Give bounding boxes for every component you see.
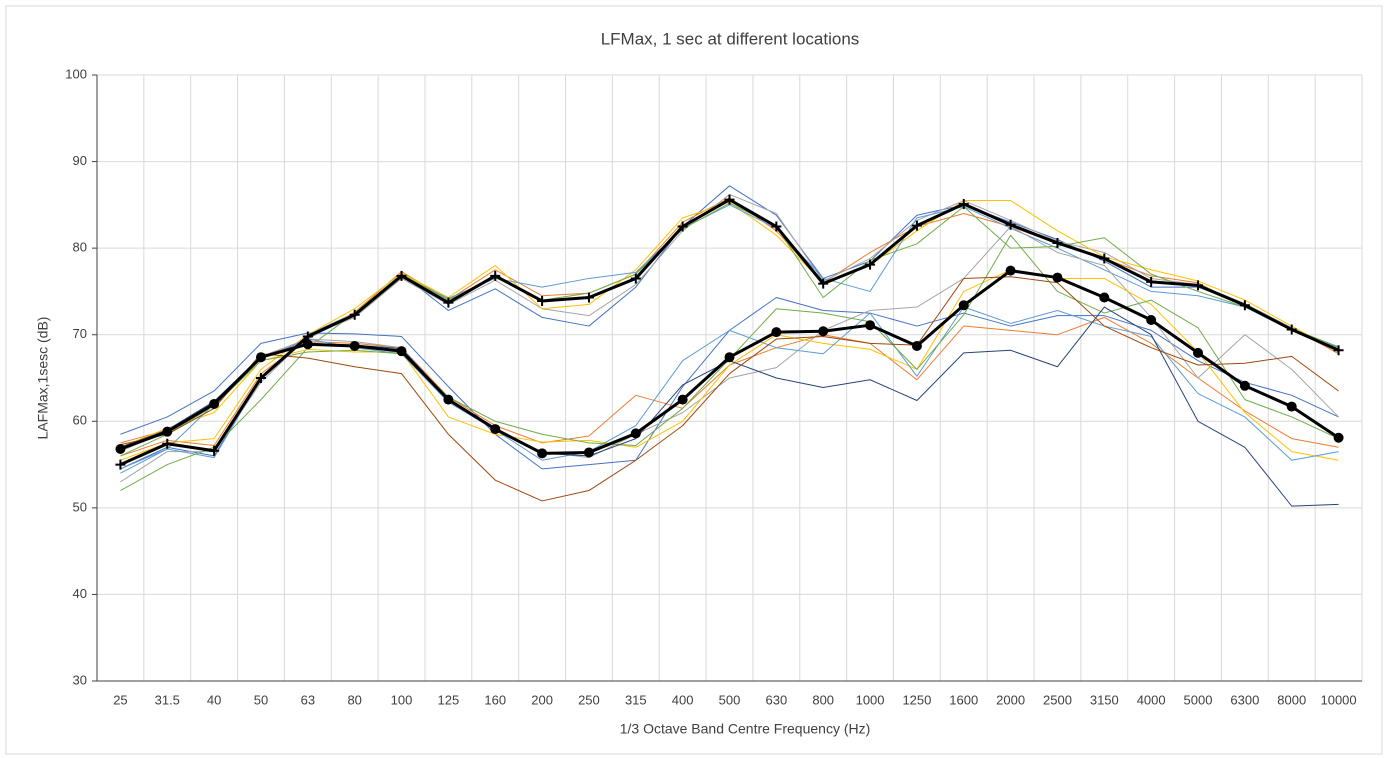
x-tick-label: 125 bbox=[438, 692, 460, 707]
point-marker bbox=[115, 459, 126, 470]
chart-frame bbox=[5, 5, 1383, 755]
x-tick-label: 4000 bbox=[1137, 692, 1166, 707]
point-marker bbox=[865, 320, 876, 331]
point-marker bbox=[958, 300, 969, 311]
point-marker bbox=[537, 448, 548, 459]
y-tick-label: 70 bbox=[73, 326, 87, 341]
x-tick-label: 63 bbox=[301, 692, 315, 707]
series-line bbox=[120, 226, 1339, 459]
point-marker bbox=[490, 424, 501, 435]
x-tick-label: 2000 bbox=[996, 692, 1025, 707]
point-marker bbox=[1193, 280, 1204, 291]
x-tick-label: 400 bbox=[672, 692, 694, 707]
point-marker bbox=[724, 352, 735, 363]
point-marker bbox=[583, 292, 594, 303]
point-marker bbox=[958, 198, 969, 209]
series-line bbox=[120, 269, 1339, 461]
point-marker bbox=[115, 443, 126, 454]
point-marker bbox=[1005, 219, 1016, 230]
x-tick-label: 1000 bbox=[856, 692, 885, 707]
point-marker bbox=[724, 194, 735, 205]
point-marker bbox=[1005, 265, 1016, 276]
y-axis-label: LAFMax,1sesc (dB) bbox=[35, 317, 51, 440]
x-tick-label: 31.5 bbox=[155, 692, 180, 707]
y-tick-label: 60 bbox=[73, 413, 87, 428]
series-line bbox=[120, 306, 1339, 470]
x-tick-label: 250 bbox=[578, 692, 600, 707]
x-tick-label: 6300 bbox=[1230, 692, 1259, 707]
point-marker bbox=[1286, 401, 1297, 412]
point-marker bbox=[209, 445, 220, 456]
point-marker bbox=[630, 428, 641, 439]
point-marker bbox=[1193, 347, 1204, 358]
x-tick-label: 1600 bbox=[949, 692, 978, 707]
x-tick-label: 315 bbox=[625, 692, 647, 707]
x-tick-label: 1250 bbox=[902, 692, 931, 707]
x-tick-label: 100 bbox=[391, 692, 413, 707]
x-tick-label: 2500 bbox=[1043, 692, 1072, 707]
point-marker bbox=[677, 394, 688, 405]
point-marker bbox=[162, 438, 173, 449]
point-marker bbox=[1239, 380, 1250, 391]
point-marker bbox=[911, 220, 922, 231]
y-tick-label: 50 bbox=[73, 499, 87, 514]
point-marker bbox=[349, 340, 360, 351]
point-marker bbox=[255, 352, 266, 363]
series-line bbox=[120, 185, 1339, 470]
point-marker bbox=[255, 373, 266, 383]
point-marker bbox=[490, 270, 501, 281]
series-line bbox=[120, 276, 1339, 502]
y-tick-label: 90 bbox=[73, 153, 87, 168]
x-tick-label: 630 bbox=[766, 692, 788, 707]
point-marker bbox=[771, 221, 782, 232]
y-tick-label: 30 bbox=[73, 672, 87, 687]
x-axis-label: 1/3 Octave Band Centre Frequency (Hz) bbox=[620, 721, 871, 737]
point-marker bbox=[443, 297, 454, 308]
y-tick-label: 80 bbox=[73, 240, 87, 255]
x-tick-label: 50 bbox=[254, 692, 268, 707]
x-tick-label: 800 bbox=[812, 692, 834, 707]
x-tick-label: 500 bbox=[719, 692, 741, 707]
point-marker bbox=[1333, 432, 1344, 443]
x-tick-label: 3150 bbox=[1090, 692, 1119, 707]
point-marker bbox=[1099, 253, 1110, 264]
point-marker bbox=[1099, 292, 1110, 303]
point-marker bbox=[630, 273, 641, 284]
y-tick-label: 100 bbox=[65, 66, 87, 81]
point-marker bbox=[209, 398, 220, 409]
point-marker bbox=[818, 278, 829, 289]
point-marker bbox=[911, 340, 922, 351]
point-marker bbox=[1146, 314, 1157, 325]
y-tick-label: 40 bbox=[73, 586, 87, 601]
point-marker bbox=[677, 221, 688, 232]
point-marker bbox=[1286, 324, 1297, 335]
point-marker bbox=[1239, 300, 1250, 311]
point-marker bbox=[537, 295, 548, 306]
point-marker bbox=[396, 270, 407, 281]
point-marker bbox=[1333, 345, 1344, 356]
point-marker bbox=[162, 426, 173, 437]
point-marker bbox=[443, 394, 454, 405]
x-tick-label: 200 bbox=[531, 692, 553, 707]
point-marker bbox=[302, 339, 313, 350]
point-marker bbox=[865, 259, 876, 270]
x-tick-label: 8000 bbox=[1277, 692, 1306, 707]
point-marker bbox=[349, 309, 360, 320]
point-marker bbox=[1146, 276, 1157, 287]
x-tick-label: 5000 bbox=[1184, 692, 1213, 707]
point-marker bbox=[818, 326, 829, 337]
x-tick-label: 25 bbox=[113, 692, 127, 707]
x-tick-label: 40 bbox=[207, 692, 221, 707]
point-marker bbox=[396, 346, 407, 357]
chart-title: LFMax, 1 sec at different locations bbox=[601, 29, 860, 48]
x-tick-label: 160 bbox=[484, 692, 506, 707]
point-marker bbox=[583, 447, 594, 458]
point-marker bbox=[1052, 237, 1063, 248]
point-marker bbox=[771, 327, 782, 338]
x-tick-label: 10000 bbox=[1320, 692, 1356, 707]
point-marker bbox=[1052, 272, 1063, 283]
x-tick-label: 80 bbox=[347, 692, 361, 707]
